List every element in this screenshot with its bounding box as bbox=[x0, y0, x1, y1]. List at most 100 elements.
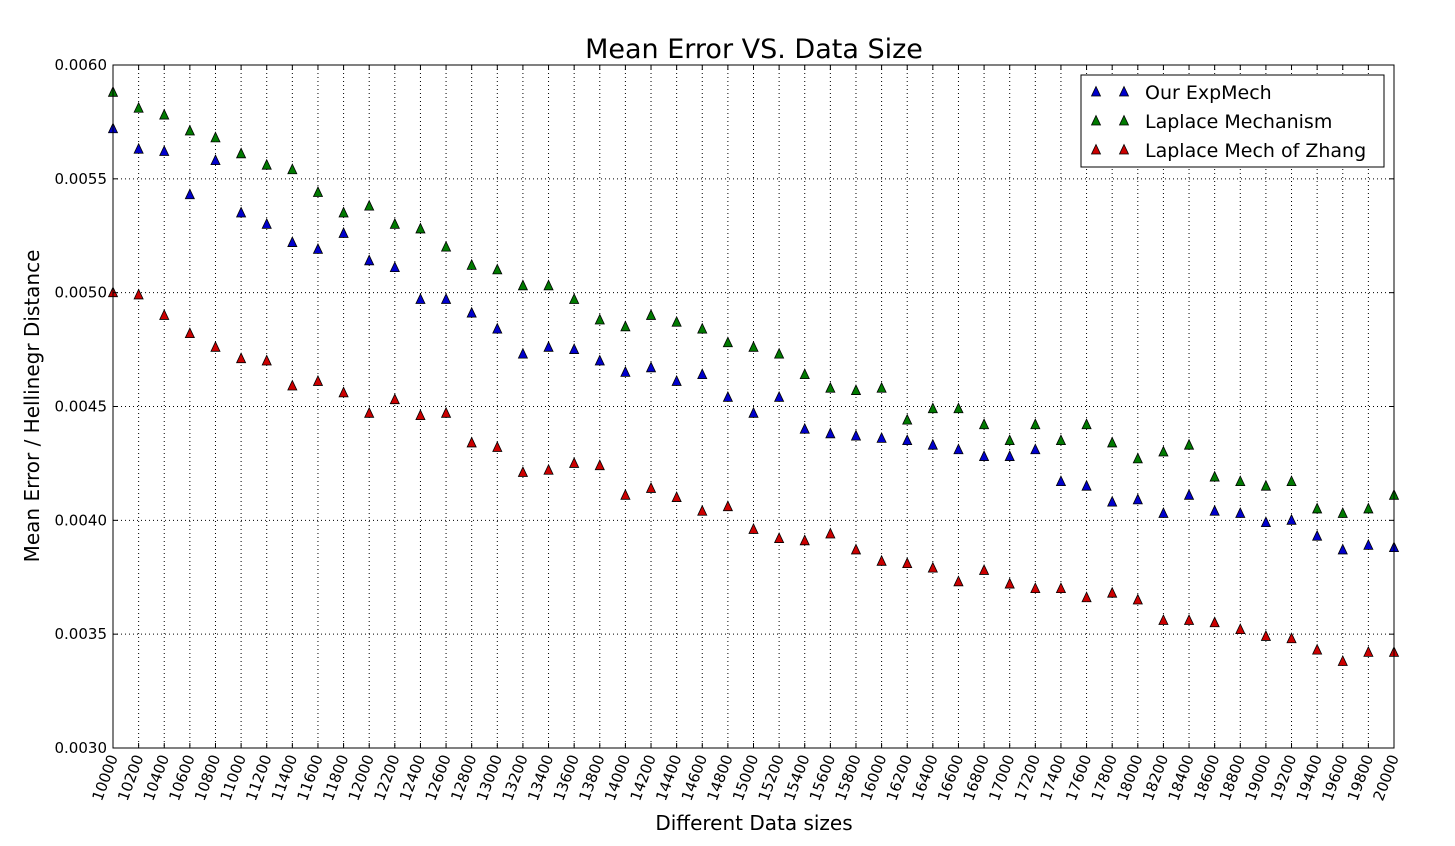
data-point bbox=[850, 429, 862, 441]
data-point bbox=[1235, 507, 1246, 518]
data-point bbox=[415, 409, 426, 421]
legend-label: Our ExpMech bbox=[1145, 82, 1272, 104]
data-point bbox=[1081, 479, 1092, 491]
data-point bbox=[210, 154, 221, 166]
data-point bbox=[697, 504, 708, 516]
data-point bbox=[1030, 582, 1041, 594]
data-point bbox=[517, 347, 529, 359]
data-point bbox=[261, 354, 272, 366]
data-point bbox=[927, 438, 938, 450]
legend-label: Laplace Mechanism bbox=[1145, 111, 1332, 133]
data-point bbox=[133, 142, 144, 154]
y-tick-label: 0.0060 bbox=[55, 56, 108, 74]
data-point bbox=[184, 327, 195, 339]
legend: Our ExpMech Laplace Mechanism Laplace Mech… bbox=[1080, 74, 1385, 168]
data-point bbox=[235, 147, 247, 159]
data-point bbox=[364, 406, 375, 418]
chart-title: Mean Error VS. Data Size bbox=[585, 34, 923, 65]
data-point bbox=[978, 418, 990, 430]
data-point bbox=[902, 557, 913, 568]
y-tick-label: 0.0035 bbox=[55, 625, 108, 643]
data-point bbox=[1132, 493, 1143, 505]
data-point bbox=[1209, 470, 1220, 482]
data-point bbox=[594, 313, 605, 325]
data-point bbox=[825, 527, 836, 539]
data-point bbox=[543, 340, 554, 352]
data-point bbox=[671, 315, 682, 327]
series-3 bbox=[107, 286, 1400, 666]
data-point bbox=[645, 308, 657, 320]
data-point bbox=[594, 354, 605, 366]
data-point bbox=[415, 222, 426, 234]
data-point bbox=[697, 368, 708, 380]
data-point bbox=[364, 199, 375, 211]
data-point bbox=[1030, 418, 1041, 430]
legend-marker bbox=[1118, 85, 1130, 97]
data-point bbox=[620, 320, 631, 332]
data-point bbox=[569, 293, 580, 304]
data-point bbox=[1286, 475, 1297, 487]
data-point bbox=[312, 242, 324, 254]
data-point bbox=[594, 459, 605, 471]
data-point bbox=[287, 163, 298, 175]
data-point bbox=[1209, 504, 1220, 516]
data-point bbox=[1209, 616, 1220, 628]
data-point bbox=[210, 340, 221, 352]
data-point bbox=[953, 443, 964, 455]
data-point bbox=[184, 188, 195, 200]
data-layer bbox=[107, 85, 1400, 666]
data-point bbox=[1081, 418, 1092, 430]
data-point bbox=[645, 361, 657, 373]
data-point bbox=[850, 384, 862, 395]
data-point bbox=[825, 381, 836, 393]
data-point bbox=[1107, 495, 1118, 507]
data-point bbox=[748, 406, 759, 418]
data-point bbox=[1030, 443, 1041, 455]
data-point bbox=[1132, 593, 1143, 605]
y-tick-label: 0.0055 bbox=[55, 170, 108, 188]
data-point bbox=[953, 402, 964, 414]
data-point bbox=[1004, 434, 1015, 446]
data-point bbox=[235, 352, 247, 364]
legend-marker bbox=[1118, 143, 1130, 155]
data-point bbox=[902, 434, 913, 446]
axis-ticks: 1000010200104001060010800110001120011400… bbox=[55, 56, 1403, 803]
data-point bbox=[825, 427, 836, 439]
data-point bbox=[1081, 591, 1092, 603]
data-point bbox=[440, 406, 452, 418]
legend-box bbox=[1080, 74, 1385, 168]
data-point bbox=[287, 379, 298, 391]
data-point bbox=[492, 263, 503, 275]
data-point bbox=[1337, 655, 1348, 666]
data-point bbox=[620, 488, 631, 500]
data-point bbox=[1337, 543, 1348, 555]
legend-marker bbox=[1090, 85, 1102, 97]
legend-marker bbox=[1118, 114, 1130, 126]
data-point bbox=[978, 563, 990, 575]
data-point bbox=[799, 368, 810, 380]
data-point bbox=[569, 456, 580, 468]
data-point bbox=[415, 293, 426, 304]
data-point bbox=[1337, 507, 1348, 518]
data-point bbox=[389, 217, 400, 229]
data-point bbox=[338, 386, 349, 398]
series-2 bbox=[107, 85, 1400, 518]
data-point bbox=[1183, 438, 1195, 450]
data-point bbox=[210, 131, 221, 143]
data-point bbox=[850, 543, 862, 555]
data-point bbox=[492, 322, 503, 334]
data-point bbox=[287, 236, 298, 247]
data-point bbox=[671, 375, 682, 386]
y-axis-label: Mean Error / Hellinegr Distance bbox=[20, 250, 44, 563]
data-point bbox=[773, 390, 785, 402]
data-point bbox=[133, 101, 144, 113]
data-point bbox=[517, 279, 529, 291]
data-point bbox=[1158, 507, 1169, 518]
data-point bbox=[466, 306, 477, 318]
data-point bbox=[159, 145, 170, 156]
data-point bbox=[1132, 452, 1143, 464]
data-point bbox=[1107, 436, 1118, 448]
data-point bbox=[799, 422, 810, 434]
data-point bbox=[364, 254, 375, 266]
